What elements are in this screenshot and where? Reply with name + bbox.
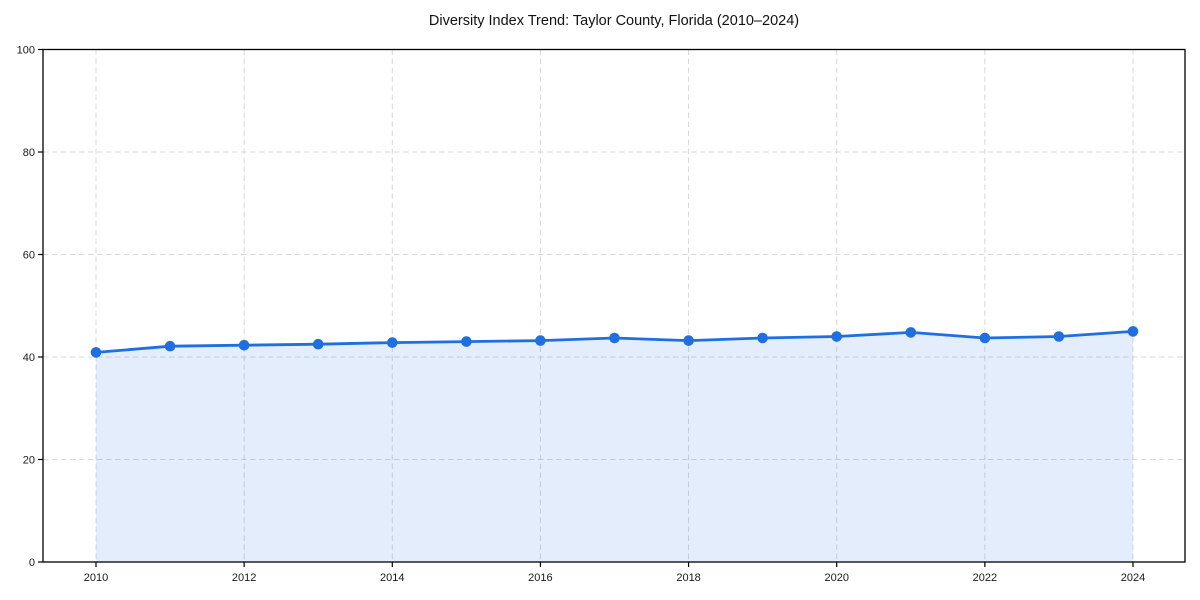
x-tick-label: 2024 (1121, 572, 1145, 584)
data-point-marker (535, 335, 546, 346)
data-point-marker (905, 327, 917, 338)
y-tick-label: 40 (23, 352, 35, 364)
area-fill (96, 331, 1133, 562)
x-tick-label: 2014 (380, 572, 404, 584)
y-tick-label: 60 (23, 250, 35, 262)
y-tick-label: 20 (23, 455, 35, 467)
x-tick-label: 2010 (84, 572, 108, 584)
data-point-marker (609, 332, 620, 344)
data-point-marker (387, 337, 398, 348)
y-tick-label: 0 (29, 557, 35, 569)
data-point-marker (979, 332, 991, 344)
x-tick-label: 2020 (824, 572, 848, 584)
plot-border (42, 48, 1186, 563)
chart-title: Diversity Index Trend: Taylor County, Fl… (428, 13, 800, 29)
data-point-marker (831, 331, 842, 342)
data-point-marker (1053, 331, 1065, 342)
data-point-marker (238, 339, 250, 351)
data-point-marker (757, 332, 768, 344)
data-point-marker (683, 335, 694, 346)
data-point-marker (164, 340, 176, 352)
x-tick-label: 2018 (676, 572, 700, 584)
data-point-marker (90, 347, 102, 358)
data-point-marker (312, 338, 324, 350)
data-point-marker (1127, 326, 1139, 337)
x-tick-label: 2022 (973, 572, 997, 584)
x-tick-label: 2012 (232, 572, 256, 584)
data-point-marker (461, 336, 472, 347)
y-tick-label: 100 (17, 45, 35, 57)
y-tick-label: 80 (23, 147, 35, 159)
x-tick-label: 2016 (528, 572, 552, 584)
